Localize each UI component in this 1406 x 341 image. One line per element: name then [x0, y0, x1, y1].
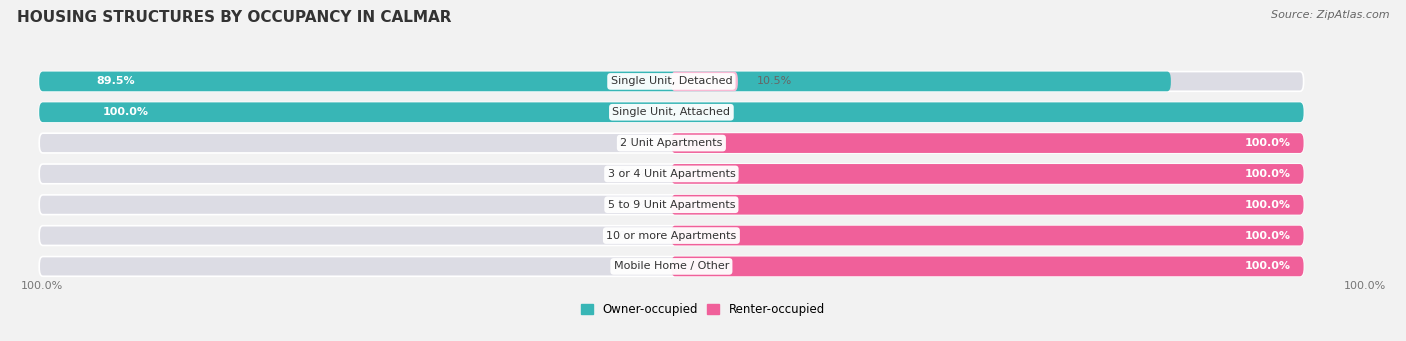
FancyBboxPatch shape [39, 195, 1303, 214]
Text: 0.0%: 0.0% [690, 107, 718, 117]
Text: 0.0%: 0.0% [617, 231, 647, 240]
Text: 100.0%: 100.0% [1244, 262, 1291, 271]
Text: Mobile Home / Other: Mobile Home / Other [613, 262, 730, 271]
Text: 100.0%: 100.0% [20, 281, 63, 291]
Text: 100.0%: 100.0% [103, 107, 149, 117]
FancyBboxPatch shape [671, 72, 738, 91]
Legend: Owner-occupied, Renter-occupied: Owner-occupied, Renter-occupied [576, 299, 830, 321]
Text: HOUSING STRUCTURES BY OCCUPANCY IN CALMAR: HOUSING STRUCTURES BY OCCUPANCY IN CALMA… [17, 10, 451, 25]
Text: 0.0%: 0.0% [617, 138, 647, 148]
FancyBboxPatch shape [39, 102, 1303, 122]
Text: Single Unit, Attached: Single Unit, Attached [613, 107, 730, 117]
FancyBboxPatch shape [39, 256, 1303, 276]
Text: Single Unit, Detached: Single Unit, Detached [610, 76, 733, 86]
Text: 0.0%: 0.0% [617, 200, 647, 210]
FancyBboxPatch shape [671, 133, 1303, 153]
Text: 2 Unit Apartments: 2 Unit Apartments [620, 138, 723, 148]
FancyBboxPatch shape [671, 195, 1303, 214]
FancyBboxPatch shape [671, 226, 1303, 246]
FancyBboxPatch shape [39, 72, 1171, 91]
FancyBboxPatch shape [671, 164, 1303, 184]
Text: 100.0%: 100.0% [1244, 200, 1291, 210]
FancyBboxPatch shape [39, 72, 1303, 91]
FancyBboxPatch shape [671, 256, 1303, 276]
FancyBboxPatch shape [39, 226, 1303, 246]
Text: 0.0%: 0.0% [617, 262, 647, 271]
FancyBboxPatch shape [39, 164, 1303, 184]
Text: 100.0%: 100.0% [1244, 231, 1291, 240]
Text: 100.0%: 100.0% [1244, 169, 1291, 179]
Text: 10 or more Apartments: 10 or more Apartments [606, 231, 737, 240]
Text: 10.5%: 10.5% [756, 76, 792, 86]
Text: Source: ZipAtlas.com: Source: ZipAtlas.com [1271, 10, 1389, 20]
Text: 100.0%: 100.0% [1343, 281, 1386, 291]
Text: 5 to 9 Unit Apartments: 5 to 9 Unit Apartments [607, 200, 735, 210]
FancyBboxPatch shape [39, 133, 1303, 153]
Text: 3 or 4 Unit Apartments: 3 or 4 Unit Apartments [607, 169, 735, 179]
Text: 100.0%: 100.0% [1244, 138, 1291, 148]
Text: 89.5%: 89.5% [96, 76, 135, 86]
Text: 0.0%: 0.0% [617, 169, 647, 179]
FancyBboxPatch shape [39, 102, 1303, 122]
